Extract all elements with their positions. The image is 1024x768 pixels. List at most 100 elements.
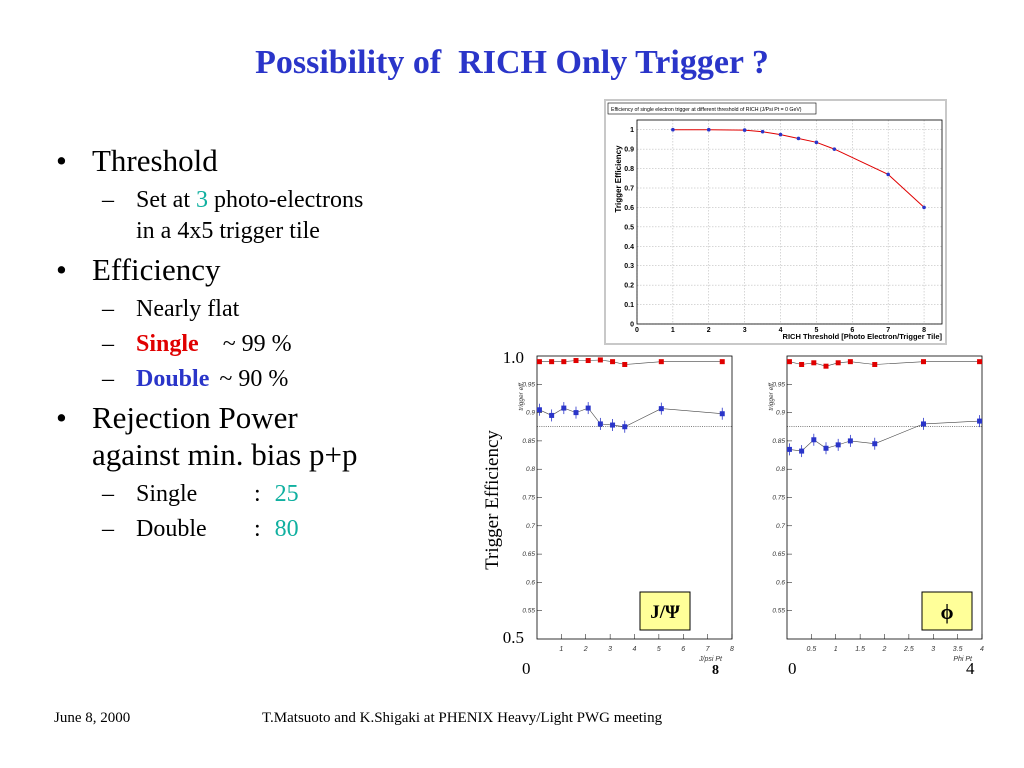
y-tick-label: 0.7	[776, 523, 785, 530]
x-axis-label: J/psi Pt	[698, 656, 723, 663]
y-axis-label: Trigger Efficiency	[614, 145, 623, 213]
threshold-efficiency-chart: Efficiency of single electron trigger at…	[604, 99, 947, 345]
single-data-point	[658, 359, 664, 365]
phi-x-max-label: 4	[966, 659, 975, 678]
jpsi-x-max-label: 8	[712, 663, 719, 678]
y-tick-label: 0.6	[776, 579, 785, 586]
y-tick-label: 0.75	[522, 495, 535, 502]
data-point	[796, 136, 801, 141]
double-data-point	[977, 418, 983, 424]
bullet-efficiency-text: Efficiency	[92, 252, 221, 287]
x-tick-label: 1	[671, 327, 675, 334]
single-efficiency-value: ~ 99 %	[222, 331, 292, 357]
rej-single-label: Single	[136, 481, 198, 507]
data-point	[922, 205, 926, 210]
double-data-point	[786, 446, 792, 452]
double-data-point	[536, 407, 542, 413]
data-point	[671, 127, 675, 132]
single-data-point	[585, 358, 591, 364]
single-data-point	[597, 357, 603, 363]
single-data-point	[622, 361, 628, 367]
y-tick-label: 0.2	[624, 283, 634, 290]
single-data-point	[549, 359, 555, 365]
y-tick-label: 0.9	[776, 410, 785, 417]
single-data-point	[921, 359, 926, 365]
x-tick-label: 2	[707, 327, 711, 334]
data-point	[814, 140, 819, 145]
double-data-point	[835, 442, 841, 448]
double-data-point	[719, 411, 725, 417]
single-data-point	[786, 359, 792, 365]
y-tick-label: 0.8	[526, 466, 535, 473]
double-data-point	[823, 445, 829, 451]
y-axis-label: trigger eff.	[518, 381, 525, 410]
single-data-point	[719, 359, 725, 365]
bullet-efficiency: • Efficiency	[56, 251, 476, 288]
sub-bullet-set-at: – Set at 3 photo-electrons in a 4x5 trigge…	[56, 185, 476, 247]
y-tick-label: 0.8	[624, 166, 634, 173]
chart-title-box	[607, 102, 817, 115]
y-tick-label: 0.95	[772, 381, 785, 388]
y-axis-label: trigger eff.	[768, 381, 775, 410]
double-data-point	[597, 421, 603, 427]
efficiency-points	[671, 127, 926, 210]
double-data-point	[921, 421, 926, 427]
phi-label-box	[921, 591, 973, 631]
data-point	[886, 172, 890, 177]
x-tick-label: 7	[886, 327, 890, 334]
x-tick-label: 4	[980, 646, 984, 653]
bullet-dash: –	[102, 481, 114, 507]
x-tick-label: 4	[779, 327, 783, 334]
double-data-point	[610, 422, 616, 428]
double-data-point	[622, 424, 628, 430]
y-tick-label: 0.55	[772, 608, 785, 615]
data-point	[778, 132, 783, 137]
x-tick-label: 6	[850, 327, 854, 334]
single-label: Single	[136, 331, 199, 357]
sub-bullet-single: – Single ~ 99 %	[56, 329, 476, 360]
x-tick-label: 6	[681, 646, 685, 653]
single-data-point	[835, 360, 841, 366]
photo-electrons-text: photo-electrons	[208, 187, 364, 213]
double-data-point	[847, 438, 853, 444]
x-tick-label: 1.5	[855, 646, 865, 653]
single-data-point	[811, 360, 817, 366]
footer-date: June 8, 2000	[54, 710, 131, 726]
double-series-line	[539, 407, 723, 428]
double-data-point	[549, 412, 555, 418]
rej-double-label: Double	[136, 516, 207, 542]
single-data-point	[573, 358, 579, 364]
x-tick-label: 2	[583, 646, 588, 653]
y-tick-label: 0.3	[624, 263, 634, 270]
x-tick-labels: 0 1 2 3 4 5 6 7 8	[635, 327, 926, 334]
y-tick-label: 0.65	[772, 551, 785, 558]
double-data-point	[799, 448, 805, 454]
chart-title: Efficiency of single electron trigger at…	[611, 107, 802, 113]
rejection-line2: against min. bias p+p	[92, 437, 358, 472]
data-point	[760, 129, 765, 134]
x-axis-label: RICH Threshold [Photo Electron/Trigger T…	[783, 332, 943, 341]
y-tick-labels: 0 0.1 0.2 0.3 0.4 0.5 0.6 0.7 0.8 0.9 1	[624, 127, 634, 328]
sub-bullet-rej-double: – Double:80	[56, 514, 476, 545]
double-data-point	[573, 410, 579, 416]
x-tick-label: 8	[922, 327, 926, 334]
double-data-point	[872, 441, 878, 447]
x-tick-label: 3	[931, 646, 935, 653]
double-label: Double	[136, 366, 210, 392]
x-tick-label: 8	[730, 646, 734, 653]
double-data-point	[658, 406, 664, 412]
single-data-point	[610, 359, 616, 365]
single-data-point	[977, 359, 983, 365]
data-point	[742, 128, 747, 132]
nearly-flat-text: Nearly flat	[136, 296, 240, 322]
y-tick-label: 0.8	[776, 466, 785, 473]
single-data-point	[561, 359, 567, 365]
bullet-dot: •	[56, 400, 67, 435]
bullet-dot: •	[56, 143, 67, 178]
double-data-point	[811, 437, 817, 443]
y-top-label: 1.0	[503, 348, 524, 367]
threshold-value: 3	[196, 187, 208, 213]
sub-bullet-rej-single: – Single:25	[56, 479, 476, 510]
x-axis-label: Phi Pt	[953, 656, 973, 663]
sub-bullet-double: – Double ~ 90 %	[56, 364, 476, 395]
